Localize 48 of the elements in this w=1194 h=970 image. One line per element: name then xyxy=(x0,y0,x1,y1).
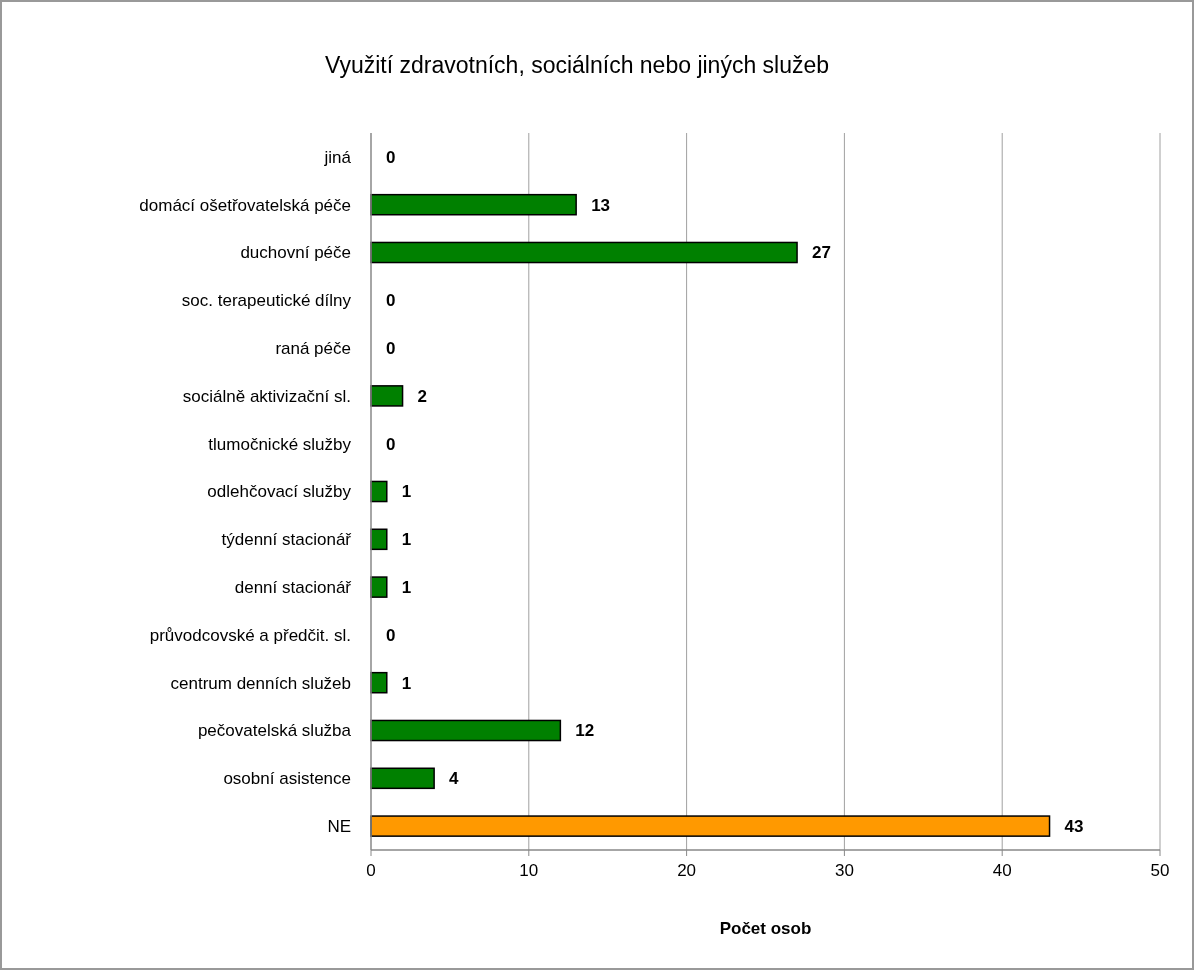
data-label: 1 xyxy=(401,673,412,693)
y-tick-label: domácí ošetřovatelská péče xyxy=(139,195,351,215)
data-label: 4 xyxy=(449,769,460,789)
y-tick-label: pečovatelská služba xyxy=(197,721,352,741)
data-label: 0 xyxy=(386,625,396,645)
bar xyxy=(370,480,388,503)
data-label: 12 xyxy=(575,721,595,741)
chart-title: Využití zdravotních, sociálních nebo jiných služeb xyxy=(324,52,830,78)
data-label: 0 xyxy=(386,147,396,167)
x-axis-title: Počet osob xyxy=(719,919,812,938)
y-tick-label: průvodcovské a předčit. sl. xyxy=(149,625,351,645)
data-label: 0 xyxy=(386,291,396,311)
y-tick-label: duchovní péče xyxy=(240,243,351,263)
bar xyxy=(370,767,435,790)
y-tick-label: NE xyxy=(327,817,351,837)
y-tick-label: jiná xyxy=(323,147,352,167)
data-label: 1 xyxy=(401,530,412,550)
data-label: 13 xyxy=(591,195,611,215)
data-label: 2 xyxy=(417,386,428,406)
y-tick-label: soc. terapeutické dílny xyxy=(181,291,352,311)
bar xyxy=(370,576,388,598)
bar xyxy=(370,815,1051,837)
bar xyxy=(370,528,388,551)
bar xyxy=(370,193,577,216)
x-tick-label: 30 xyxy=(834,861,854,880)
data-label: 1 xyxy=(401,482,412,502)
bar xyxy=(370,671,388,694)
y-tick-label: týdenní stacionář xyxy=(221,530,352,550)
y-tick-label: raná péče xyxy=(275,339,351,359)
x-tick-label: 40 xyxy=(992,861,1012,880)
data-label: 0 xyxy=(386,339,396,359)
bar xyxy=(370,241,798,264)
y-tick-label: tlumočnické služby xyxy=(208,434,352,454)
bar xyxy=(370,719,562,742)
y-tick-label: centrum denních služeb xyxy=(170,673,351,693)
y-tick-label: sociálně aktivizační sl. xyxy=(182,386,351,406)
x-tick-label: 0 xyxy=(366,861,376,880)
data-label: 27 xyxy=(812,243,831,263)
data-label: 0 xyxy=(386,434,396,454)
bar xyxy=(370,385,404,407)
x-tick-label: 20 xyxy=(677,861,697,880)
y-tick-label: denní stacionář xyxy=(234,578,352,598)
data-label: 43 xyxy=(1064,817,1084,837)
y-tick-label: osobní asistence xyxy=(223,769,351,789)
y-tick-label: odlehčovací služby xyxy=(207,482,352,502)
data-label: 1 xyxy=(401,578,412,598)
x-tick-label: 50 xyxy=(1150,861,1170,880)
x-tick-label: 10 xyxy=(519,861,539,880)
